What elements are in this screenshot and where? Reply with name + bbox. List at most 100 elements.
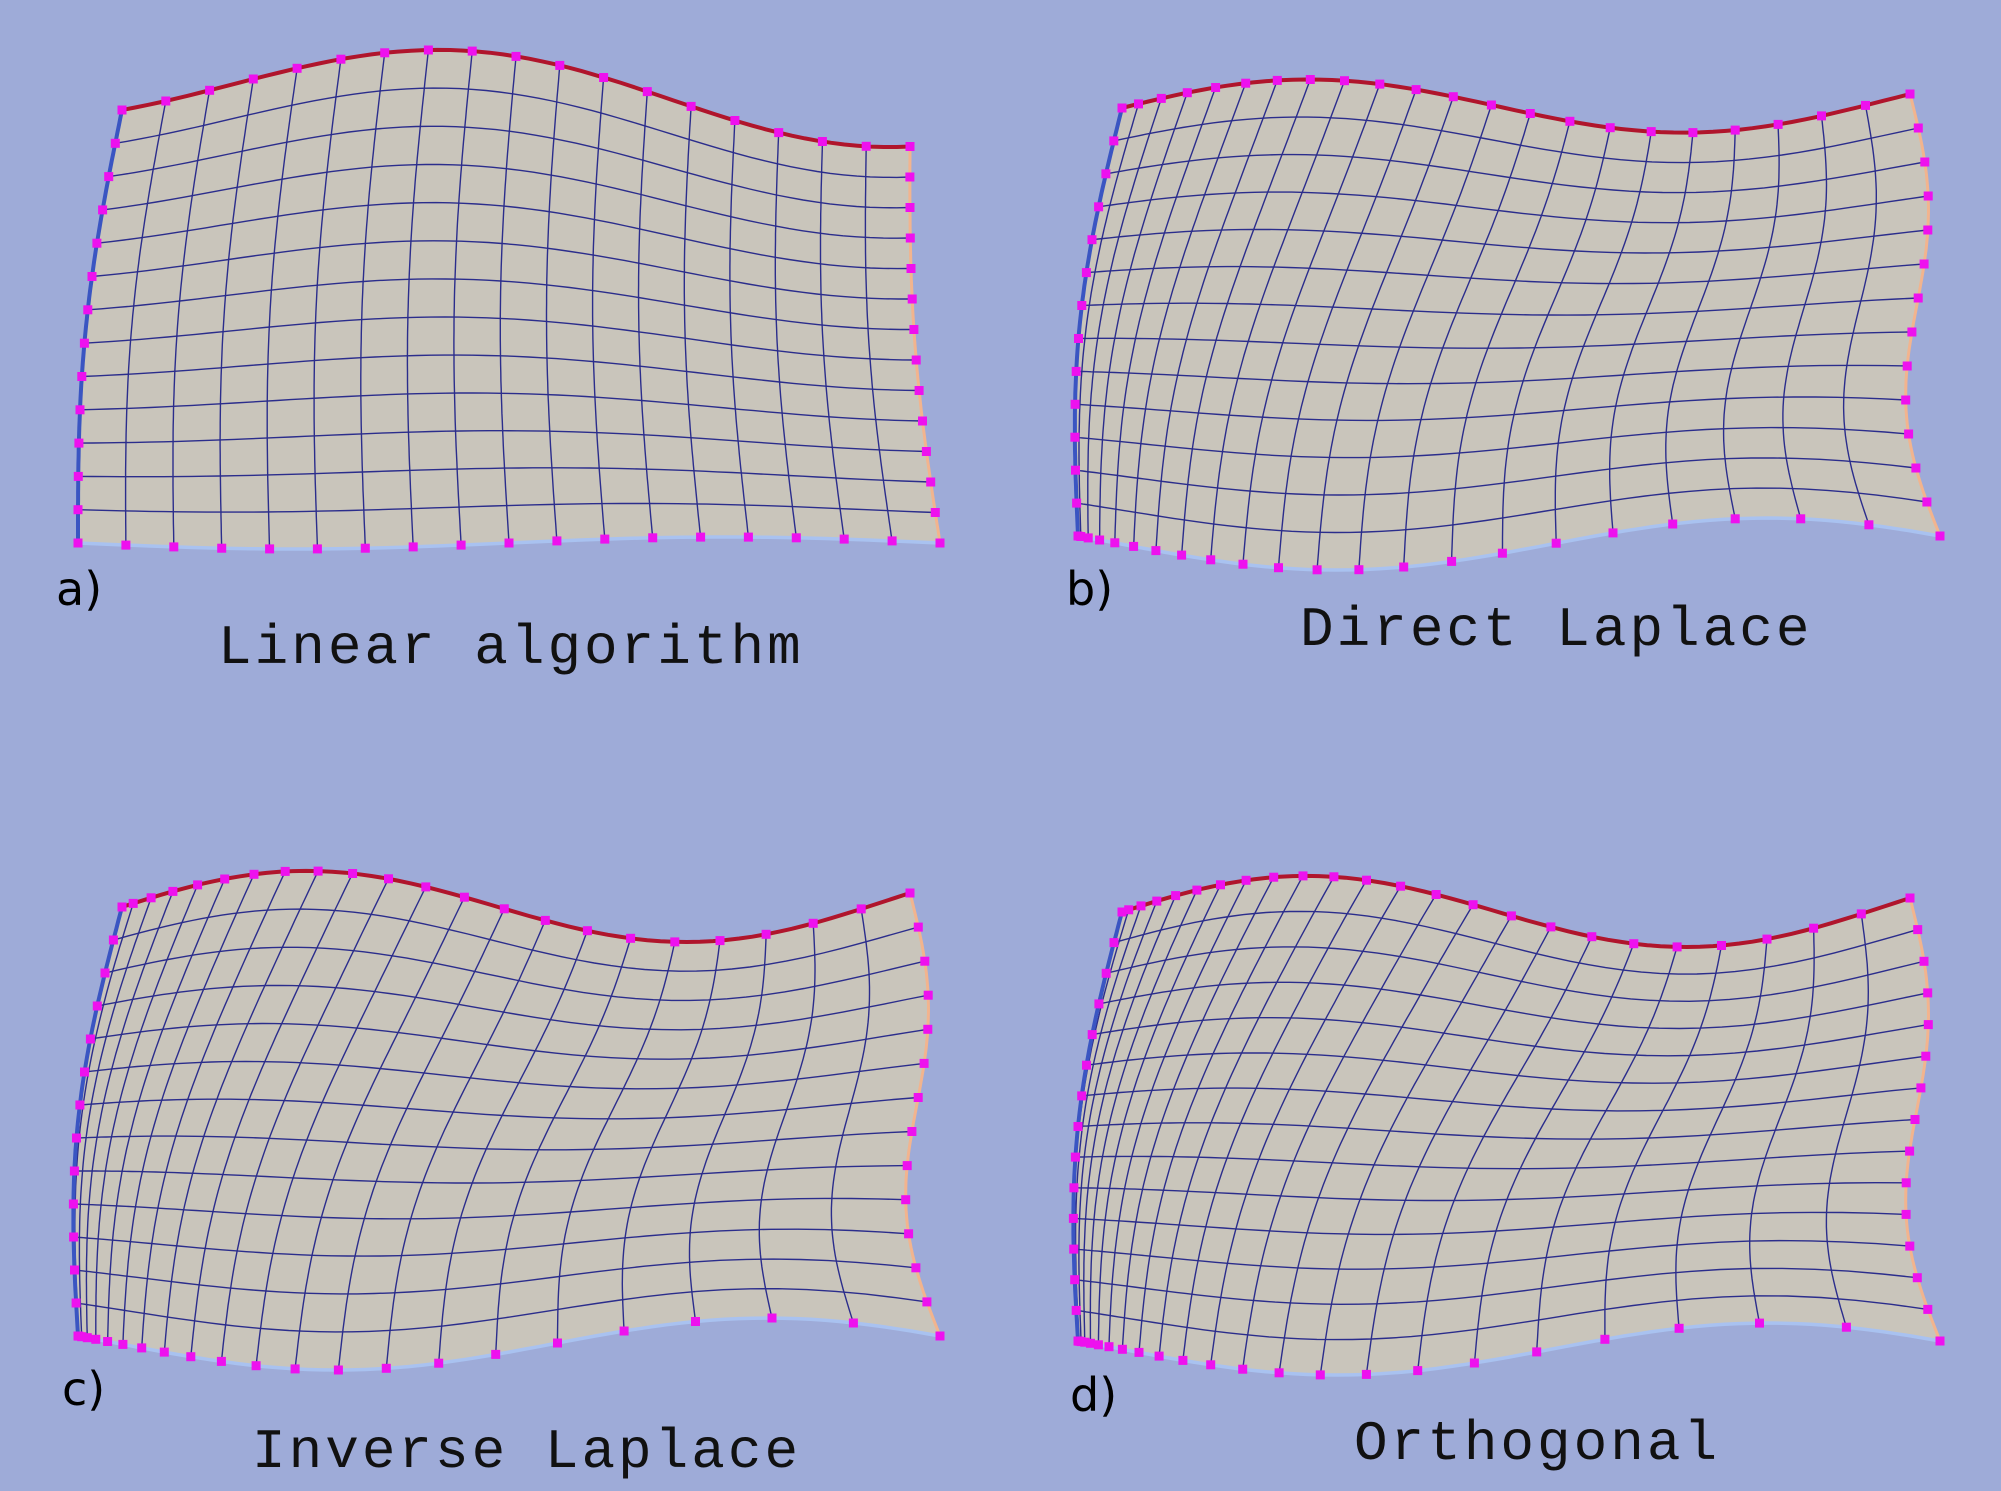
grid-column-line <box>124 100 167 546</box>
boundary-node <box>1935 1336 1945 1346</box>
boundary-node <box>71 1298 81 1308</box>
boundary-node <box>540 915 550 925</box>
boundary-node <box>1070 1275 1080 1285</box>
boundary-node <box>1923 225 1933 235</box>
boundary-node <box>1274 563 1283 573</box>
boundary-node <box>77 372 87 381</box>
boundary-node <box>743 532 753 542</box>
boundary-node <box>333 1365 343 1375</box>
boundary-node <box>1361 1369 1371 1379</box>
boundary-node <box>77 1332 87 1342</box>
left-boundary <box>76 109 124 543</box>
boundary-node <box>186 1352 196 1362</box>
boundary-node <box>1923 1304 1933 1314</box>
grid-row-line <box>1074 1267 1918 1306</box>
boundary-node <box>1565 116 1575 126</box>
boundary-node <box>905 172 915 182</box>
boundary-node <box>1354 565 1364 575</box>
boundary-node <box>408 542 418 552</box>
grid-row-line <box>1075 1150 1910 1170</box>
grid-row-line <box>79 392 923 422</box>
boundary-node <box>1151 546 1161 556</box>
boundary-node <box>504 538 514 548</box>
boundary-node <box>1913 293 1923 303</box>
grid-column-line <box>95 884 199 1340</box>
boundary-node <box>1086 1338 1095 1348</box>
boundary-node <box>909 325 919 334</box>
bottom-boundary <box>1077 1321 1941 1377</box>
grid-row-line <box>1075 396 1906 422</box>
boundary-node <box>1907 327 1917 337</box>
grid-row-line <box>102 163 911 239</box>
grid-column-line <box>545 65 561 541</box>
boundary-node <box>555 60 565 70</box>
grid-column-line <box>1155 80 1278 551</box>
boundary-node <box>79 338 89 348</box>
boundary-node <box>902 1161 912 1171</box>
boundary-node <box>1468 900 1478 910</box>
boundary-node <box>913 922 923 932</box>
grid-row-line <box>79 1096 919 1120</box>
grid-column-line <box>1782 115 1828 519</box>
grid-row-line <box>1074 426 1909 459</box>
boundary-node <box>913 1093 923 1102</box>
boundary-node <box>901 1195 911 1205</box>
boundary-node <box>1068 1213 1078 1223</box>
grid-row-line <box>1081 1087 1921 1112</box>
grid-column-line <box>1403 113 1531 568</box>
panel-c-mesh <box>68 866 945 1375</box>
grid-row-line <box>1078 331 1912 349</box>
panel-d-letter: d) <box>1070 1368 1118 1422</box>
grid-row-line <box>77 502 936 514</box>
grid-column-line <box>1132 82 1247 547</box>
panel-d-mesh <box>1068 871 1945 1380</box>
grid-column-line <box>830 908 871 1324</box>
boundary-node <box>921 447 931 456</box>
boundary-node <box>1109 938 1119 948</box>
boundary-node <box>1546 922 1556 932</box>
grid-row-line <box>1091 228 1928 254</box>
grid-column-line <box>556 941 676 1343</box>
boundary-node <box>137 1343 147 1353</box>
grid-column-line <box>499 56 517 544</box>
grid-row-line <box>108 125 911 209</box>
boundary-node <box>384 874 393 884</box>
grid-column-line <box>1609 132 1694 533</box>
boundary-node <box>715 936 725 946</box>
boundary-node <box>1773 119 1783 129</box>
boundary-node <box>1117 1344 1127 1354</box>
grid-column-line <box>220 878 390 1362</box>
boundary-node <box>1919 956 1929 966</box>
right-boundary <box>904 892 942 1337</box>
boundary-node <box>1910 1115 1920 1124</box>
boundary-node <box>290 1364 300 1374</box>
boundary-node <box>1216 880 1225 890</box>
boundary-node <box>1072 498 1082 508</box>
grid-column-line <box>78 897 152 1337</box>
boundary-node <box>906 264 916 273</box>
boundary-node <box>1272 75 1282 85</box>
boundary-node <box>1608 528 1618 538</box>
grid-row-line <box>1092 1017 1929 1057</box>
boundary-node <box>1312 565 1322 575</box>
grid-column-line <box>621 940 721 1332</box>
boundary-node <box>1136 901 1146 911</box>
boundary-node <box>648 533 658 543</box>
boundary-node <box>1646 127 1656 137</box>
boundary-node <box>1071 366 1081 376</box>
boundary-node <box>848 1318 858 1328</box>
boundary-node <box>146 893 156 903</box>
boundary-node <box>1081 268 1091 278</box>
boundary-node <box>459 892 469 902</box>
boundary-node <box>1605 123 1615 133</box>
boundary-node <box>1916 1083 1926 1093</box>
grid-row-line <box>1113 910 1918 975</box>
boundary-node <box>1117 103 1127 113</box>
boundary-node <box>87 272 97 281</box>
boundary-node <box>1913 925 1923 935</box>
boundary-node <box>1082 1060 1091 1070</box>
boundary-node <box>1413 1366 1423 1376</box>
panel-d-caption: Orthogonal <box>1354 1412 1721 1476</box>
panel-a-mesh <box>73 45 945 554</box>
grid-row-line <box>1076 364 1908 385</box>
